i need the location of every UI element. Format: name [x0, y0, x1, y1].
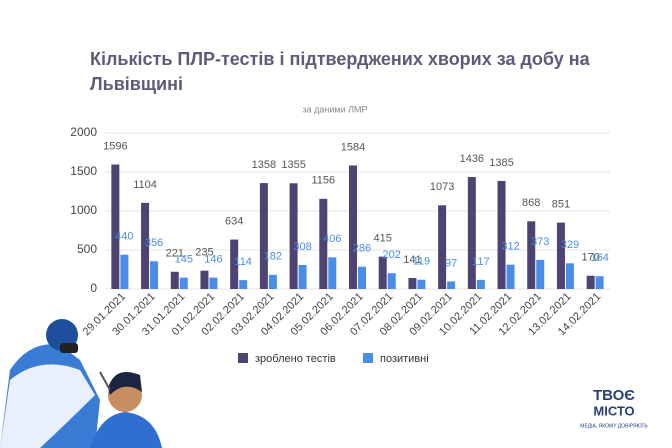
- bar: [358, 266, 366, 289]
- value-label: 329: [561, 239, 579, 251]
- bar: [259, 183, 268, 289]
- bar: [141, 202, 150, 289]
- bar: [387, 273, 396, 289]
- logo-line2: МІСТО: [593, 403, 634, 418]
- value-label: 1436: [460, 153, 484, 165]
- value-label: 164: [590, 252, 608, 264]
- logo-line1: ТВОЄ: [593, 387, 635, 404]
- value-label: 1156: [311, 175, 335, 187]
- bar: [586, 275, 595, 289]
- legend-swatch: [363, 353, 373, 363]
- value-label: 308: [293, 241, 311, 253]
- value-label: 221: [166, 248, 184, 260]
- chart-subtitle: за даними ЛМР: [302, 104, 367, 114]
- value-label: 1358: [252, 159, 276, 171]
- value-label: 141: [403, 254, 421, 266]
- value-label: 415: [374, 233, 392, 245]
- bar: [408, 278, 417, 289]
- value-label: 440: [115, 231, 133, 243]
- bar: [438, 205, 447, 289]
- value-label: 97: [445, 257, 457, 269]
- value-label: 1596: [103, 140, 127, 152]
- value-label: 1073: [430, 181, 454, 193]
- value-label: 117: [472, 256, 490, 268]
- y-tick-label: 2000: [70, 125, 97, 139]
- bar: [476, 279, 485, 289]
- bar: [506, 264, 515, 289]
- bar: [230, 239, 239, 289]
- bar: [150, 261, 159, 289]
- bar: [200, 270, 209, 289]
- bar: [319, 198, 328, 289]
- bar: [289, 183, 298, 289]
- bar: [378, 256, 387, 289]
- logo: ТВОЄ МІСТО МЕДІА, ЯКОМУ ДОВІРЯЮТЬ: [580, 387, 648, 429]
- bar: [268, 274, 277, 289]
- legend-swatch: [238, 353, 248, 363]
- value-label: 146: [204, 254, 222, 266]
- value-label: 170: [581, 252, 599, 264]
- legend-label: позитивні: [380, 353, 429, 365]
- bar: [497, 180, 506, 289]
- bar: [349, 165, 357, 289]
- y-tick-label: 1000: [70, 203, 97, 217]
- value-label: 202: [383, 249, 401, 261]
- bar: [111, 164, 120, 289]
- legend-label: зроблено тестів: [255, 353, 336, 365]
- bar: [527, 221, 536, 289]
- bar: [556, 222, 565, 289]
- bar: [467, 176, 476, 289]
- value-label: 114: [234, 256, 252, 268]
- value-label: 1584: [341, 141, 365, 153]
- bar: [447, 281, 456, 289]
- y-tick-label: 0: [90, 281, 97, 295]
- value-label: 145: [175, 254, 193, 266]
- y-tick-label: 1500: [70, 164, 97, 178]
- value-label: 235: [195, 247, 213, 259]
- value-label: 634: [225, 215, 243, 227]
- value-label: 868: [522, 197, 540, 209]
- value-label: 373: [531, 236, 549, 248]
- value-label: 119: [413, 256, 431, 268]
- bar: [179, 277, 188, 289]
- value-label: 182: [264, 251, 282, 263]
- value-label: 356: [145, 237, 163, 249]
- bar: [536, 259, 545, 289]
- bar: [298, 264, 307, 289]
- value-label: 1385: [489, 157, 513, 169]
- value-label: 312: [501, 241, 519, 253]
- bar: [565, 263, 574, 289]
- y-tick-label: 500: [77, 242, 97, 256]
- value-label: 286: [353, 243, 371, 255]
- bar: [328, 257, 337, 289]
- bar: [120, 254, 129, 289]
- logo-tagline: МЕДІА, ЯКОМУ ДОВІРЯЮТЬ: [580, 423, 648, 429]
- value-label: 406: [323, 233, 341, 245]
- chart-title: Кількість ПЛР-тестів і підтверджених хво…: [90, 49, 591, 94]
- value-label: 1104: [133, 179, 157, 191]
- bar: [209, 277, 218, 289]
- bar: [595, 276, 604, 289]
- bar: [239, 280, 248, 289]
- illustration: [0, 319, 162, 448]
- value-label: 1355: [281, 159, 305, 171]
- bar: [170, 271, 179, 289]
- value-label: 851: [552, 199, 570, 211]
- bar: [417, 279, 426, 289]
